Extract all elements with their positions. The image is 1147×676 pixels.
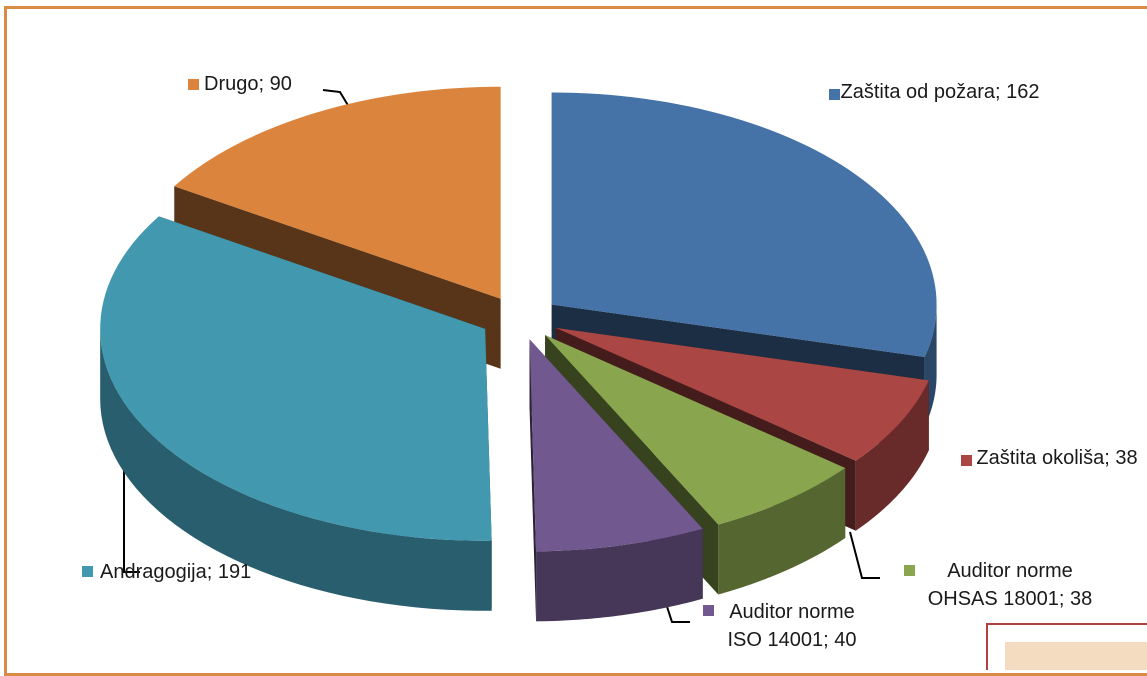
page: Zaštita od požara; 162 Zaštita okoliša; 3…	[0, 0, 1147, 670]
legend-marker	[188, 79, 199, 90]
data-label: Andragogija; 191	[100, 558, 320, 586]
data-label: Drugo; 90	[204, 70, 334, 98]
legend-marker	[82, 566, 93, 577]
legend-marker	[904, 565, 915, 576]
inset-image	[1005, 642, 1147, 670]
data-label: Zaštita od požara; 162	[840, 78, 1040, 106]
data-label: Zaštita okoliša; 38	[972, 444, 1142, 472]
data-label: Auditor norme OHSAS 18001; 38	[915, 557, 1105, 613]
leader-line	[850, 532, 880, 578]
legend-marker	[829, 89, 840, 100]
legend-marker	[961, 455, 972, 466]
pie	[100, 87, 936, 622]
data-label: Auditor norme ISO 14001; 40	[712, 598, 872, 654]
